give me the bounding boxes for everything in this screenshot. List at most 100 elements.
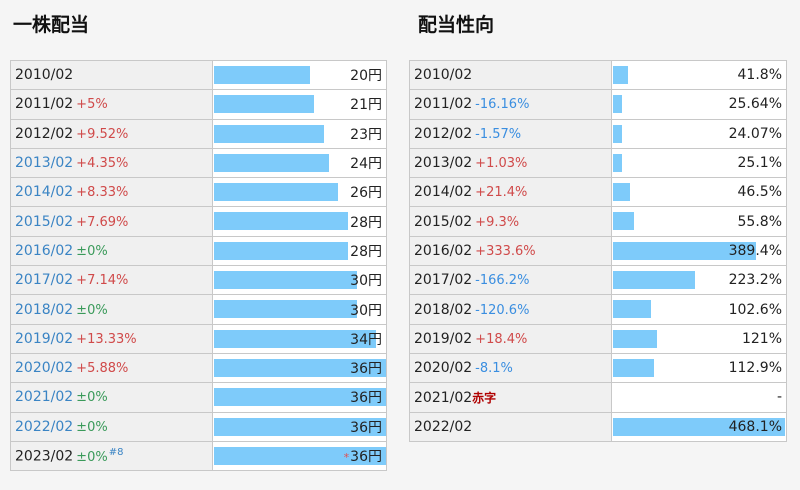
year-label[interactable]: 2016/02 [15, 242, 74, 259]
dividend-value-cell: 36円 [212, 411, 387, 442]
year-label: 2015/02 [414, 213, 473, 230]
dividend-per-share-table: 2010/02 20円 2011/02 +5% 21円 2012/02 +9.52% 23円 2… [10, 59, 387, 472]
year-label: 2020/02 [414, 360, 473, 377]
dividend-year-cell: 2018/02 ±0% [10, 294, 213, 325]
dividend-value-label: 30円 [350, 302, 382, 319]
dividend-value-cell: 30円 [212, 265, 387, 296]
dividend-bar [214, 329, 376, 348]
payout-year-cell: 2022/02 [409, 411, 612, 442]
dividend-bar [214, 124, 324, 143]
year-label: 2021/02 [414, 389, 473, 406]
payout-value-cell: 468.1% [611, 411, 787, 442]
dividend-row: 2012/02 +9.52% 23円 [10, 118, 387, 149]
change-label: +5% [76, 97, 108, 113]
change-label: ±0% [76, 419, 108, 435]
payout-row: 2021/02赤字 - [409, 382, 787, 413]
dividend-value-cell: 21円 [212, 89, 387, 120]
payout-value-cell: 25.64% [611, 89, 787, 120]
dividend-per-share-heading: 一株配当 [13, 14, 90, 36]
dividend-value-cell: *36円 [212, 440, 387, 472]
year-label[interactable]: 2019/02 [15, 330, 74, 347]
year-label[interactable]: 2021/02 [15, 389, 74, 406]
dividend-row: 2016/02 ±0% 28円 [10, 235, 387, 267]
payout-bar [613, 358, 654, 377]
dividend-row: 2010/02 20円 [10, 59, 387, 91]
payout-year-cell: 2017/02 -166.2% [409, 265, 612, 296]
payout-value-cell: 112.9% [611, 352, 787, 384]
year-label: 2012/02 [414, 125, 473, 142]
dividend-value-cell: 26円 [212, 177, 387, 208]
payout-bar [613, 212, 634, 231]
payout-year-cell: 2014/02 +21.4% [409, 177, 612, 208]
change-label: +4.35% [76, 156, 129, 172]
dividend-bar [214, 95, 314, 114]
dividend-year-cell: 2019/02 +13.33% [10, 323, 213, 354]
year-label[interactable]: 2018/02 [15, 301, 74, 318]
dividend-bar [214, 212, 348, 231]
payout-row: 2018/02 -120.6% 102.6% [409, 294, 787, 325]
change-label: -120.6% [475, 302, 530, 318]
year-label[interactable]: 2022/02 [15, 418, 74, 435]
payout-row: 2013/02 +1.03% 25.1% [409, 147, 787, 179]
year-label[interactable]: 2013/02 [15, 155, 74, 172]
payout-value-label: 102.6% [728, 301, 782, 318]
change-label: +333.6% [475, 243, 536, 259]
dividend-value-label: 36円 [350, 449, 382, 465]
payout-value-cell: 223.2% [611, 265, 787, 296]
dividend-value-label: 24円 [350, 156, 382, 173]
payout-bar [613, 153, 622, 172]
year-label: 2014/02 [414, 184, 473, 201]
dividend-row: 2017/02 +7.14% 30円 [10, 265, 387, 296]
payout-year-cell: 2011/02 -16.16% [409, 89, 612, 120]
payout-value-cell: 41.8% [611, 59, 787, 91]
dividend-bar [214, 388, 386, 407]
dividend-bar [214, 271, 357, 290]
payout-year-cell: 2018/02 -120.6% [409, 294, 612, 325]
change-label: +7.69% [76, 214, 129, 230]
year-label[interactable]: 2017/02 [15, 272, 74, 289]
payout-bar [613, 124, 622, 143]
payout-row: 2015/02 +9.3% 55.8% [409, 206, 787, 237]
dividend-bar [214, 417, 386, 436]
payout-ratio-table: 2010/02 41.8% 2011/02 -16.16% 25.64% 2012/02-… [409, 59, 787, 442]
payout-bar [613, 417, 785, 436]
dividend-value-label: 36円 [350, 390, 382, 407]
dividend-value-label: 28円 [350, 214, 382, 231]
dividend-row: 2020/02 +5.88% 36円 [10, 352, 387, 384]
payout-row: 2012/02 -1.57% 24.07% [409, 118, 787, 149]
dividend-bar [214, 183, 338, 202]
dividend-year-cell: 2015/02 +7.69% [10, 206, 213, 237]
payout-row: 2022/02 468.1% [409, 411, 787, 442]
dividend-year-cell: 2017/02 +7.14% [10, 265, 213, 296]
footnote-link[interactable]: #8 [108, 447, 124, 459]
dividend-value-label: 36円 [350, 361, 382, 378]
dividend-value-label: 28円 [350, 243, 382, 260]
dividend-value-cell: 24円 [212, 147, 387, 179]
year-label[interactable]: 2014/02 [15, 184, 74, 201]
change-label: -8.1% [475, 361, 513, 377]
change-label: +9.52% [76, 126, 129, 142]
year-label: 2012/02 [15, 125, 74, 142]
payout-year-cell: 2019/02 +18.4% [409, 323, 612, 354]
dividend-value-cell: 28円 [212, 206, 387, 237]
payout-value-label: - [776, 389, 782, 406]
payout-value-label: 24.07% [728, 125, 782, 142]
year-label: 2018/02 [414, 301, 473, 318]
dividend-value-label: 26円 [350, 185, 382, 202]
dividend-year-cell: 2022/02 ±0% [10, 411, 213, 442]
change-label: +9.3% [475, 214, 520, 230]
dividend-value-label: 30円 [350, 273, 382, 290]
dividend-value-cell: 34円 [212, 323, 387, 354]
change-label: +1.03% [475, 156, 528, 172]
year-label[interactable]: 2015/02 [15, 213, 74, 230]
dividend-bar [214, 241, 348, 260]
payout-year-cell: 2020/02 -8.1% [409, 352, 612, 384]
change-label: -16.16% [475, 97, 530, 113]
change-label: -166.2% [475, 273, 530, 289]
payout-row: 2014/02 +21.4% 46.5% [409, 177, 787, 208]
year-label[interactable]: 2020/02 [15, 360, 74, 377]
dividend-row: 2019/02 +13.33% 34円 [10, 323, 387, 354]
payout-bar [613, 300, 651, 319]
payout-row: 2020/02 -8.1% 112.9% [409, 352, 787, 384]
payout-value-label: 46.5% [737, 184, 782, 201]
